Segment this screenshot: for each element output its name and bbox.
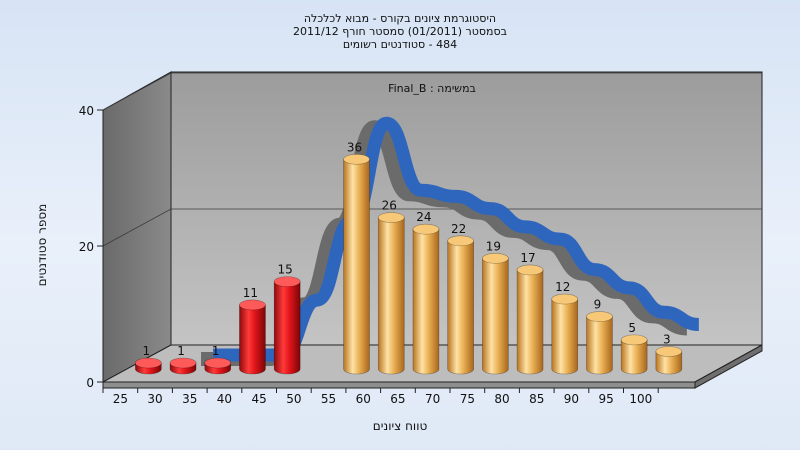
x-tick-label: 35: [182, 392, 197, 406]
x-tick-label: 60: [356, 392, 371, 406]
bar-body: [655, 351, 683, 375]
x-tick-label: 55: [321, 392, 336, 406]
bar-body: [343, 159, 370, 375]
chart-title-line-3: 484 - סטודנטים רשומים: [343, 38, 457, 51]
y-axis-title: מספר סטודנטים: [35, 204, 49, 287]
bar-value-label: 11: [243, 286, 258, 300]
bar-top: [239, 299, 266, 311]
x-tick-label: 85: [529, 392, 544, 406]
bar: [551, 293, 579, 375]
bar-top: [273, 276, 301, 287]
x-axis-title: טווח ציונים: [373, 419, 428, 433]
bar: [204, 357, 232, 375]
y-tick-label: 20: [79, 240, 94, 254]
bar: [655, 346, 683, 375]
bar-value-label: 1: [212, 344, 220, 358]
y-tick-label: 40: [79, 104, 94, 118]
left-wall: [102, 71, 172, 383]
y-tick-label: 0: [86, 376, 94, 390]
x-tick-label: 100: [629, 392, 652, 406]
grid-line: [102, 72, 762, 111]
bar-value-label: 1: [177, 344, 185, 358]
bar: [586, 311, 613, 375]
x-tick-label: 50: [286, 392, 301, 406]
bar: [620, 334, 648, 375]
bar-body: [482, 258, 509, 375]
bar-value-label: 19: [486, 239, 501, 253]
bar-top: [447, 235, 474, 247]
y-axis: 0 20 40: [79, 104, 104, 390]
floor-side: [694, 344, 763, 389]
bar-value-label: 26: [382, 199, 397, 213]
bar-top: [482, 253, 509, 264]
x-tick-label: 80: [494, 392, 509, 406]
bar-value-label: 36: [347, 140, 362, 154]
x-tick-label: 75: [460, 392, 475, 406]
bar: [447, 235, 474, 375]
bar-top: [586, 311, 613, 322]
bar-body: [551, 298, 579, 375]
chart-annotation: Final_B : במשימה: [388, 82, 476, 95]
x-tick-label: 95: [599, 392, 614, 406]
bar-body: [273, 281, 301, 375]
bar-top: [204, 357, 232, 369]
bar-top: [551, 293, 579, 305]
chart-title-line-2: בסמסטר (01/2011) סמסטר חורף 2011/12: [293, 25, 507, 38]
x-tick-label: 70: [425, 392, 440, 406]
bar: [482, 253, 509, 375]
bar-value-label: 1: [143, 344, 151, 358]
bar: [273, 276, 301, 375]
bar-value-label: 3: [663, 333, 671, 347]
bar: [239, 299, 266, 375]
grid-line: [102, 208, 762, 247]
bar-value-label: 15: [278, 263, 293, 277]
bar: [412, 223, 440, 375]
bar: [343, 154, 370, 375]
bar-value-label: 9: [594, 298, 602, 312]
bar-value-label: 5: [628, 321, 636, 335]
bar-value-label: 22: [451, 222, 466, 236]
bar: [135, 357, 162, 375]
bar-top: [377, 212, 405, 223]
x-tick-label: 30: [147, 392, 162, 406]
grid-lines: [102, 72, 762, 247]
bar: [377, 212, 405, 375]
x-tick-label: 90: [564, 392, 579, 406]
bar-body: [239, 304, 266, 375]
bar-body: [620, 339, 648, 375]
x-tick-label: 65: [390, 392, 405, 406]
bar-top: [620, 334, 648, 346]
bar-value-label: 17: [520, 251, 535, 265]
bar-body: [412, 228, 440, 375]
bar-top: [169, 357, 197, 369]
bar-top: [135, 357, 162, 369]
bar-top: [343, 154, 370, 165]
x-axis: 25 30 35 40 45 50 55 60 65 70 75 80 85 90 95 100: [102, 387, 659, 406]
bars-layer: [135, 154, 683, 375]
bar-top: [516, 264, 544, 276]
bar: [169, 357, 197, 375]
floor-edge: [102, 381, 696, 389]
x-tick-label: 40: [217, 392, 232, 406]
bar-value-label: 12: [555, 280, 570, 294]
bar: [516, 264, 544, 375]
x-tick-label: 25: [113, 392, 128, 406]
bar-value-label: 24: [416, 210, 431, 224]
bar-top: [655, 346, 683, 357]
bar-body: [447, 240, 474, 375]
x-tick-label: 45: [252, 392, 267, 406]
bar-body: [377, 217, 405, 375]
chart-title-line-1: היסטוגרמת ציונים בקורס - מבוא לכלכלה: [304, 12, 496, 25]
bar-top: [412, 223, 440, 235]
bar-body: [516, 269, 544, 375]
bar-body: [586, 316, 613, 375]
